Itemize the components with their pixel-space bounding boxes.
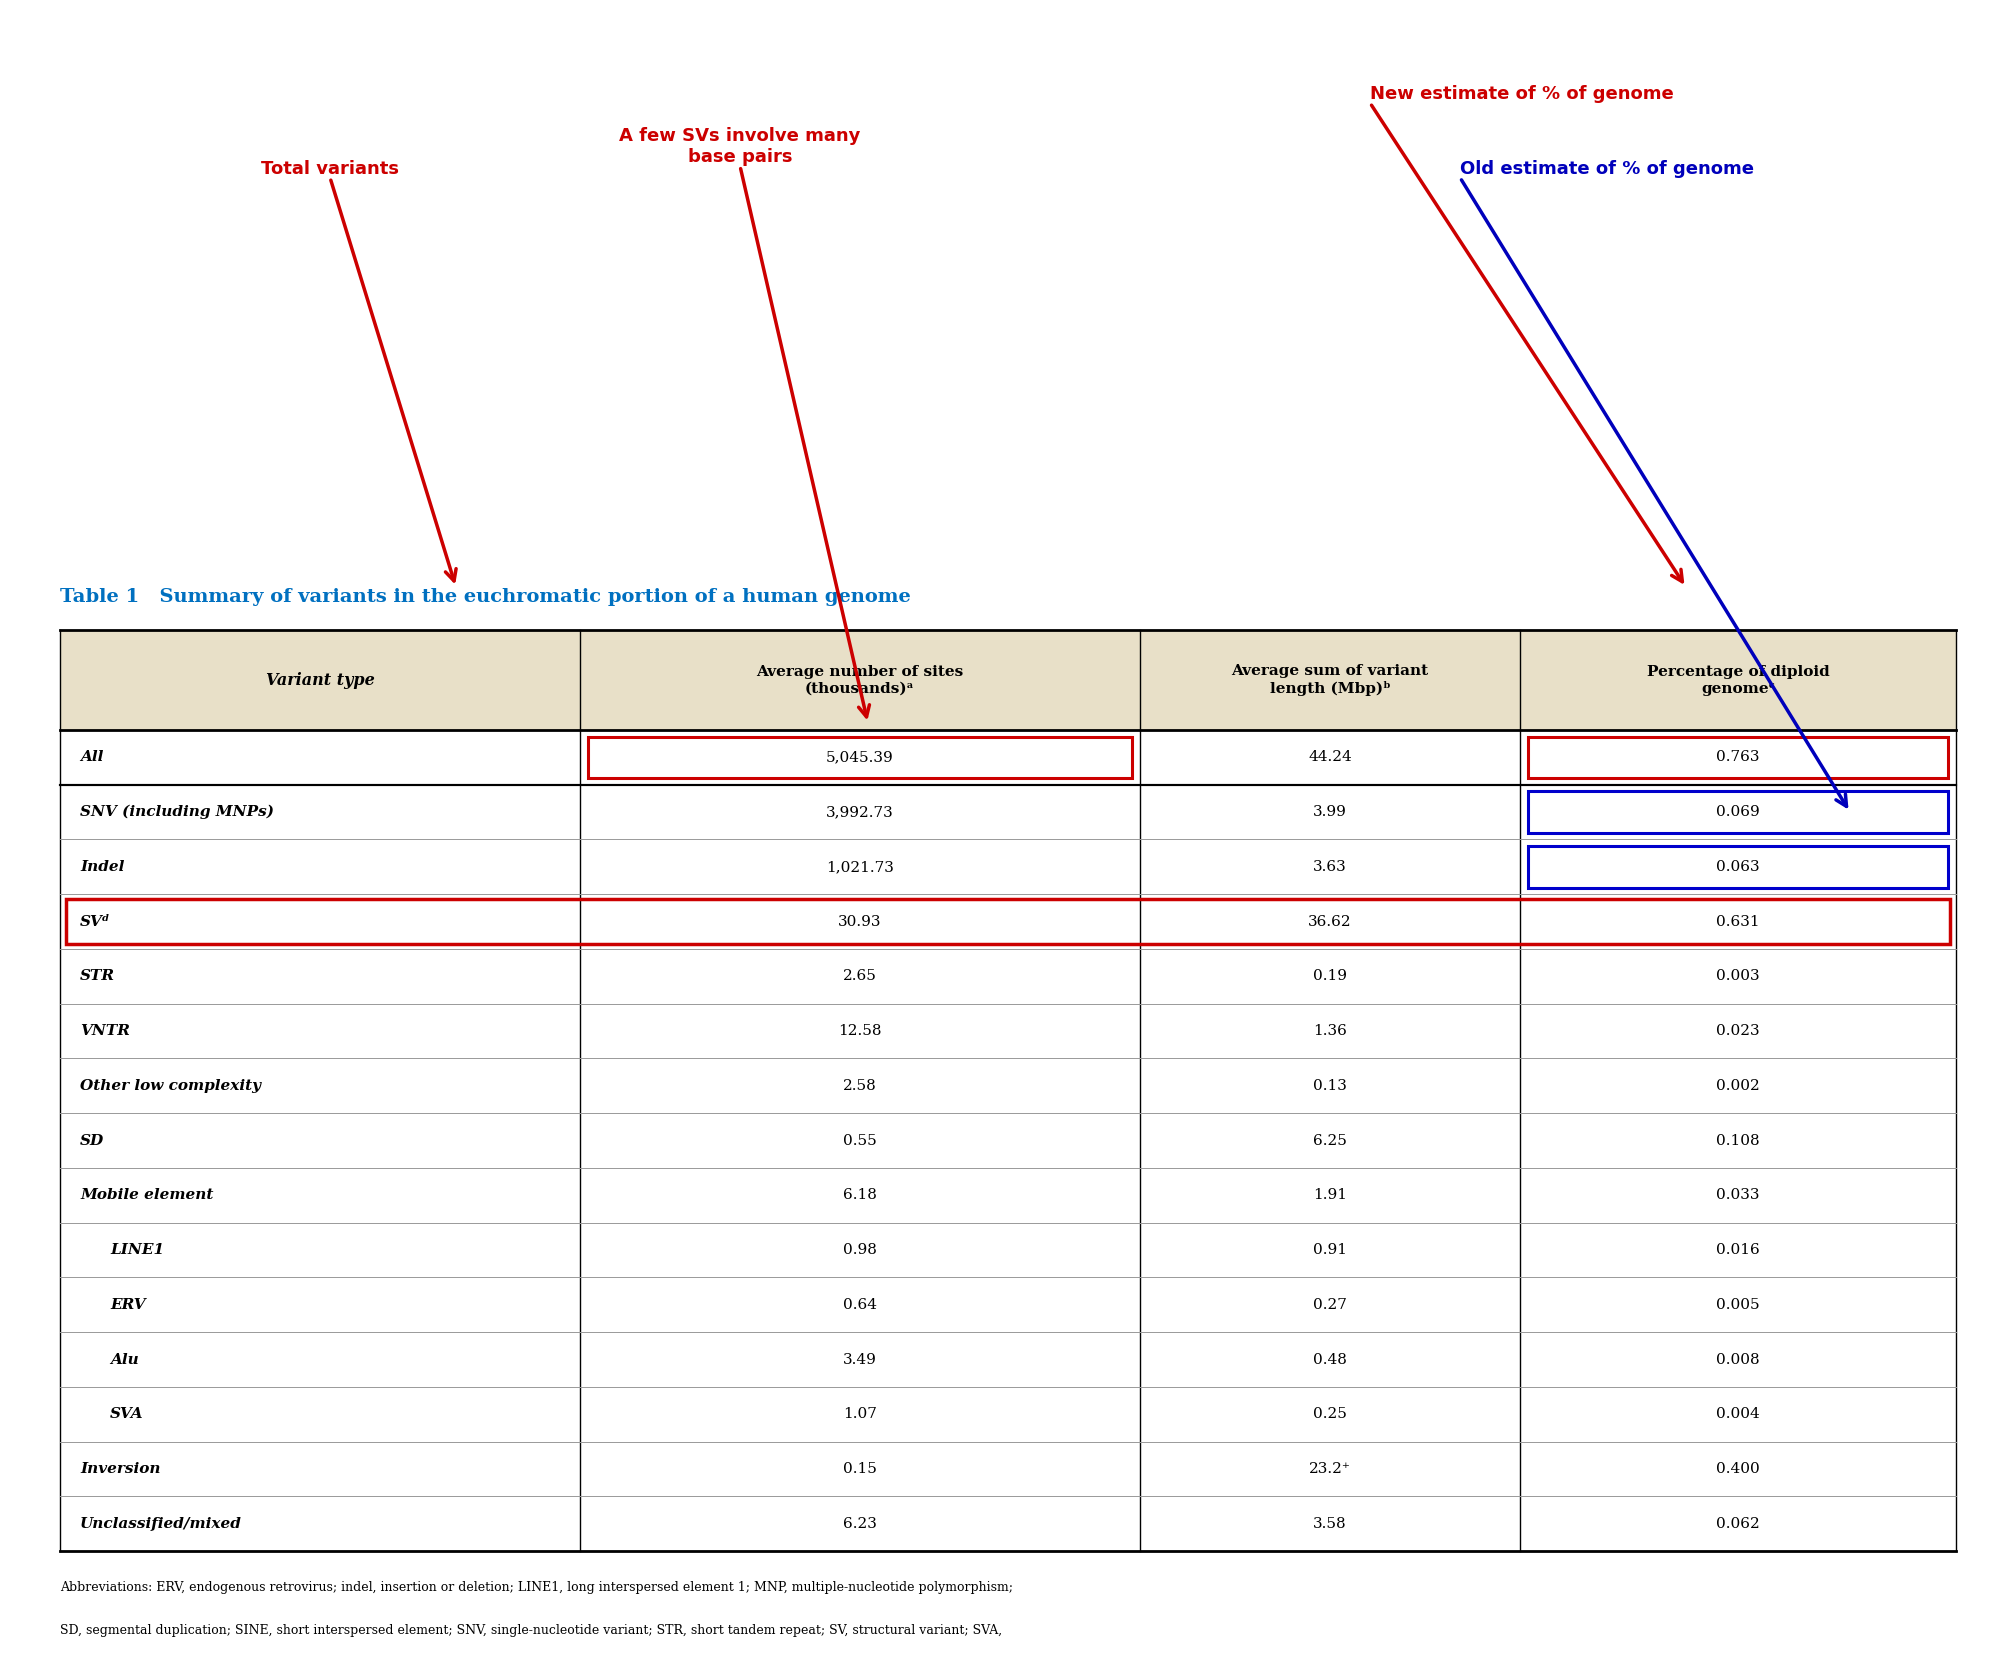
Text: 0.108: 0.108 (1716, 1133, 1760, 1148)
Text: 0.023: 0.023 (1716, 1024, 1760, 1039)
Text: 0.55: 0.55 (844, 1133, 876, 1148)
Text: Total variants: Total variants (260, 159, 400, 178)
Text: 0.008: 0.008 (1716, 1352, 1760, 1367)
Text: 0.005: 0.005 (1716, 1297, 1760, 1312)
Text: 1.07: 1.07 (844, 1407, 876, 1422)
Bar (588, 737, 1132, 778)
Text: 0.25: 0.25 (1314, 1407, 1346, 1422)
Text: Mobile element: Mobile element (80, 1188, 214, 1203)
Text: 36.62: 36.62 (1308, 914, 1352, 929)
Text: SVA: SVA (110, 1407, 144, 1422)
Text: ERV: ERV (110, 1297, 146, 1312)
Text: Other low complexity: Other low complexity (80, 1078, 260, 1093)
Text: 1.91: 1.91 (1312, 1188, 1348, 1203)
Bar (1528, 846, 1948, 888)
Text: 5,045.39: 5,045.39 (826, 750, 894, 765)
Text: Average number of sites
(thousands)ᵃ: Average number of sites (thousands)ᵃ (756, 665, 964, 695)
Bar (1528, 791, 1948, 833)
Text: 0.063: 0.063 (1716, 859, 1760, 874)
Text: 0.003: 0.003 (1716, 969, 1760, 984)
Text: 0.069: 0.069 (1716, 805, 1760, 820)
Bar (1528, 737, 1948, 778)
Text: LINE1: LINE1 (110, 1243, 164, 1258)
Text: Variant type: Variant type (266, 672, 374, 688)
Text: Old estimate of % of genome: Old estimate of % of genome (1460, 159, 1754, 178)
Text: STR: STR (80, 969, 116, 984)
Text: 0.48: 0.48 (1314, 1352, 1346, 1367)
Text: 2.58: 2.58 (844, 1078, 876, 1093)
Text: 3.58: 3.58 (1314, 1516, 1346, 1531)
Text: 0.002: 0.002 (1716, 1078, 1760, 1093)
Text: SNV (including MNPs): SNV (including MNPs) (80, 805, 274, 820)
Text: 0.13: 0.13 (1314, 1078, 1346, 1093)
Text: 0.062: 0.062 (1716, 1516, 1760, 1531)
Text: 3,992.73: 3,992.73 (826, 805, 894, 820)
Text: A few SVs involve many
base pairs: A few SVs involve many base pairs (620, 128, 860, 166)
Text: Unclassified/mixed: Unclassified/mixed (80, 1516, 242, 1531)
Text: All: All (80, 750, 104, 765)
Text: 30.93: 30.93 (838, 914, 882, 929)
Text: 0.15: 0.15 (844, 1462, 876, 1477)
Text: 0.400: 0.400 (1716, 1462, 1760, 1477)
Text: 23.2⁺: 23.2⁺ (1310, 1462, 1350, 1477)
Bar (60, 630, 1956, 730)
Text: 2.65: 2.65 (844, 969, 876, 984)
Text: VNTR: VNTR (80, 1024, 130, 1039)
Text: Indel: Indel (80, 859, 124, 874)
Text: 3.99: 3.99 (1314, 805, 1346, 820)
Text: 0.004: 0.004 (1716, 1407, 1760, 1422)
Text: Average sum of variant
length (Mbp)ᵇ: Average sum of variant length (Mbp)ᵇ (1232, 664, 1428, 697)
Text: 0.91: 0.91 (1312, 1243, 1348, 1258)
Bar (66, 899, 1950, 944)
Text: Abbreviations: ERV, endogenous retrovirus; indel, insertion or deletion; LINE1, : Abbreviations: ERV, endogenous retroviru… (60, 1581, 1014, 1594)
Text: Table 1   Summary of variants in the euchromatic portion of a human genome: Table 1 Summary of variants in the euchr… (60, 587, 910, 606)
Text: SD, segmental duplication; SINE, short interspersed element; SNV, single-nucleot: SD, segmental duplication; SINE, short i… (60, 1624, 1002, 1637)
Text: 6.23: 6.23 (844, 1516, 876, 1531)
Text: 0.016: 0.016 (1716, 1243, 1760, 1258)
Text: 0.27: 0.27 (1314, 1297, 1346, 1312)
Text: 0.64: 0.64 (842, 1297, 876, 1312)
Text: 1.36: 1.36 (1314, 1024, 1346, 1039)
Text: 0.763: 0.763 (1716, 750, 1760, 765)
Text: 0.98: 0.98 (844, 1243, 876, 1258)
Text: SD: SD (80, 1133, 104, 1148)
Text: 44.24: 44.24 (1308, 750, 1352, 765)
Text: 1,021.73: 1,021.73 (826, 859, 894, 874)
Text: Percentage of diploid
genomeᶜ: Percentage of diploid genomeᶜ (1646, 665, 1830, 695)
Text: SVᵈ: SVᵈ (80, 914, 110, 929)
Text: Alu: Alu (110, 1352, 138, 1367)
Text: 3.49: 3.49 (844, 1352, 876, 1367)
Text: 6.18: 6.18 (844, 1188, 876, 1203)
Text: Inversion: Inversion (80, 1462, 160, 1477)
Text: 6.25: 6.25 (1314, 1133, 1346, 1148)
Text: 0.19: 0.19 (1312, 969, 1348, 984)
Text: 0.033: 0.033 (1716, 1188, 1760, 1203)
Text: 3.63: 3.63 (1314, 859, 1346, 874)
Text: New estimate of % of genome: New estimate of % of genome (1370, 85, 1674, 103)
Text: 12.58: 12.58 (838, 1024, 882, 1039)
Text: 0.631: 0.631 (1716, 914, 1760, 929)
